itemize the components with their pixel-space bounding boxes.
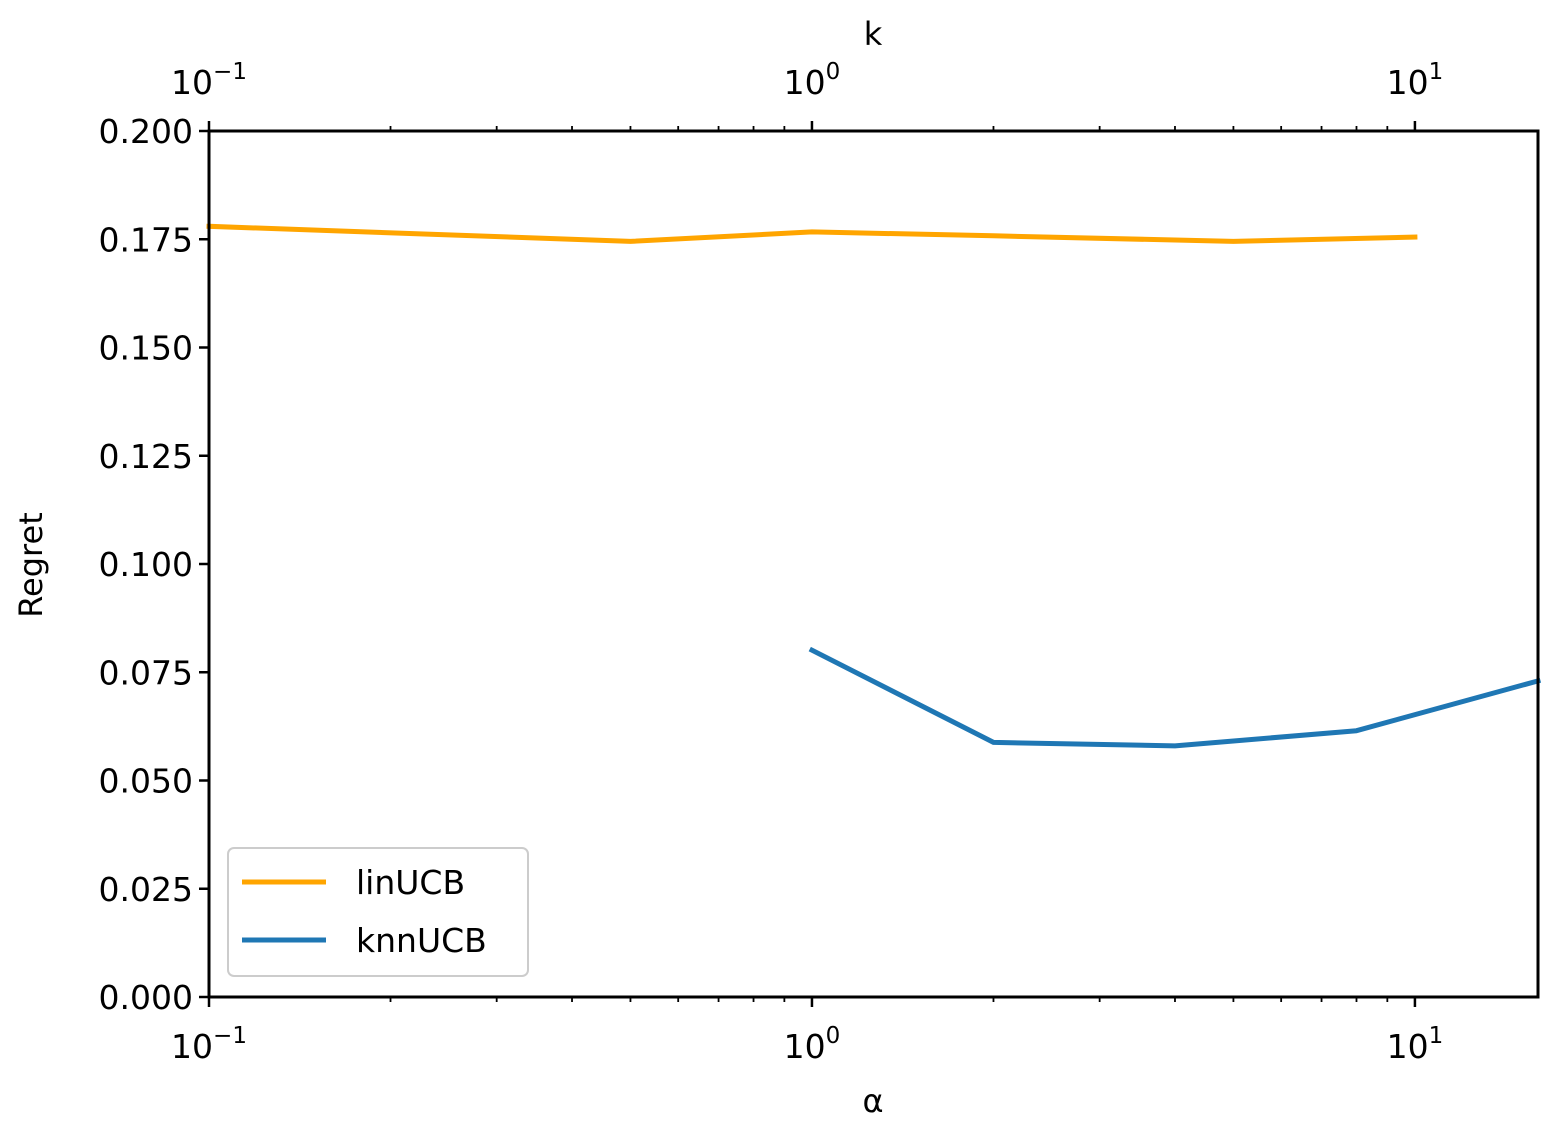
y-tick-label: 0.175 [99, 220, 193, 259]
x-axis-label-bottom: α [862, 1082, 883, 1120]
x-tick-label-bottom: 101 [1387, 1023, 1444, 1066]
tick-layer: 0.000 0.025 0.050 0.075 0.100 0.125 0.150 0.175… [99, 59, 1444, 1066]
series-line-linUCB [206, 223, 1418, 244]
series-line-knnUCB [808, 646, 1542, 749]
y-tick-label: 0.075 [99, 653, 193, 692]
legend-label-linUCB: linUCB [356, 863, 465, 902]
y-tick-label: 0.150 [99, 329, 193, 368]
y-tick-label: 0.050 [99, 762, 193, 801]
x-tick-label-bottom: 10−1 [171, 1023, 247, 1066]
y-tick-label: 0.125 [99, 437, 193, 476]
legend-label-knnUCB: knnUCB [356, 921, 487, 960]
y-tick-label: 0.000 [99, 978, 193, 1017]
y-axis-label: Regret [12, 512, 50, 617]
y-tick-label: 0.200 [99, 112, 193, 151]
legend: linUCB knnUCB [227, 847, 529, 977]
x-tick-label-top: 101 [1387, 59, 1444, 102]
x-tick-label-top: 100 [784, 59, 841, 102]
x-tick-label-top: 10−1 [171, 59, 247, 102]
x-axis-label-top: k [864, 15, 883, 53]
x-tick-label-bottom: 100 [784, 1023, 841, 1066]
y-tick-label: 0.100 [99, 545, 193, 584]
y-tick-label: 0.025 [99, 870, 193, 909]
